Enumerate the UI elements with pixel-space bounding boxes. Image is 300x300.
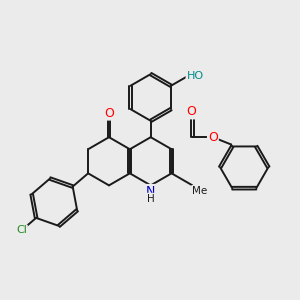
Text: Cl: Cl [16, 226, 27, 236]
Text: Me: Me [192, 186, 207, 196]
Text: O: O [208, 131, 218, 144]
Text: HO: HO [187, 70, 204, 80]
Text: H: H [147, 194, 154, 204]
Text: N: N [146, 185, 155, 198]
Text: O: O [104, 106, 114, 120]
Text: O: O [186, 105, 196, 119]
